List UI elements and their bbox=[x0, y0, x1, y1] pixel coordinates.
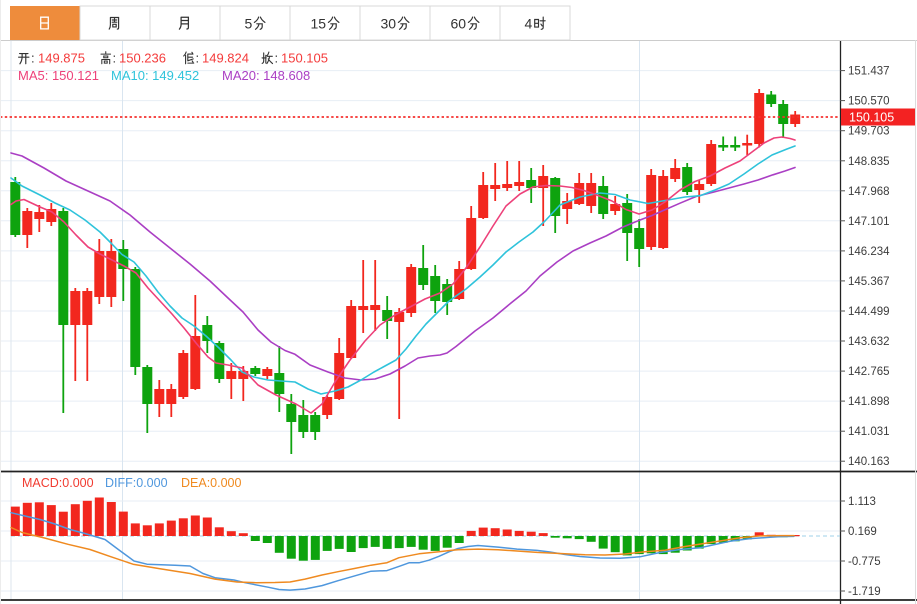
svg-text:143.632: 143.632 bbox=[848, 336, 890, 348]
svg-text:146.234: 146.234 bbox=[848, 246, 890, 258]
svg-text:-0.775: -0.775 bbox=[848, 556, 881, 568]
svg-text:0.169: 0.169 bbox=[848, 526, 877, 538]
svg-text:DEA:0.000: DEA:0.000 bbox=[181, 476, 242, 490]
svg-text:-1.719: -1.719 bbox=[848, 586, 881, 598]
svg-text:147.101: 147.101 bbox=[848, 216, 890, 228]
svg-text:5: 5 bbox=[245, 16, 253, 32]
svg-text:145.367: 145.367 bbox=[848, 276, 890, 288]
svg-text:141.031: 141.031 bbox=[848, 426, 890, 438]
svg-text::: : bbox=[31, 51, 35, 66]
svg-text::: : bbox=[275, 51, 279, 66]
svg-text:149.875: 149.875 bbox=[38, 51, 85, 66]
svg-text:1.113: 1.113 bbox=[848, 496, 876, 508]
svg-text:150.570: 150.570 bbox=[848, 96, 890, 108]
svg-text:MA5: 150.121: MA5: 150.121 bbox=[18, 68, 99, 83]
svg-text:60: 60 bbox=[451, 16, 467, 32]
svg-text:MA10: 149.452: MA10: 149.452 bbox=[111, 68, 199, 83]
svg-text:151.437: 151.437 bbox=[848, 66, 890, 78]
svg-text::: : bbox=[196, 51, 200, 66]
svg-text:148.835: 148.835 bbox=[848, 156, 890, 168]
svg-text:140.163: 140.163 bbox=[848, 456, 890, 468]
svg-text:4: 4 bbox=[525, 16, 533, 32]
svg-text:144.499: 144.499 bbox=[848, 306, 890, 318]
svg-text:15: 15 bbox=[311, 16, 327, 32]
svg-text:150.105: 150.105 bbox=[849, 111, 894, 125]
svg-text:142.765: 142.765 bbox=[848, 366, 890, 378]
svg-text:149.824: 149.824 bbox=[202, 51, 249, 66]
svg-text:MACD:0.000: MACD:0.000 bbox=[22, 476, 94, 490]
svg-text:149.703: 149.703 bbox=[848, 126, 890, 138]
svg-text:150.105: 150.105 bbox=[281, 51, 328, 66]
svg-text:MA20: 148.608: MA20: 148.608 bbox=[222, 68, 310, 83]
svg-text:30: 30 bbox=[381, 16, 397, 32]
svg-text:DIFF:0.000: DIFF:0.000 bbox=[105, 476, 168, 490]
svg-text:147.968: 147.968 bbox=[848, 186, 890, 198]
svg-text:150.236: 150.236 bbox=[119, 51, 166, 66]
svg-text::: : bbox=[113, 51, 117, 66]
svg-text:141.898: 141.898 bbox=[848, 396, 890, 408]
